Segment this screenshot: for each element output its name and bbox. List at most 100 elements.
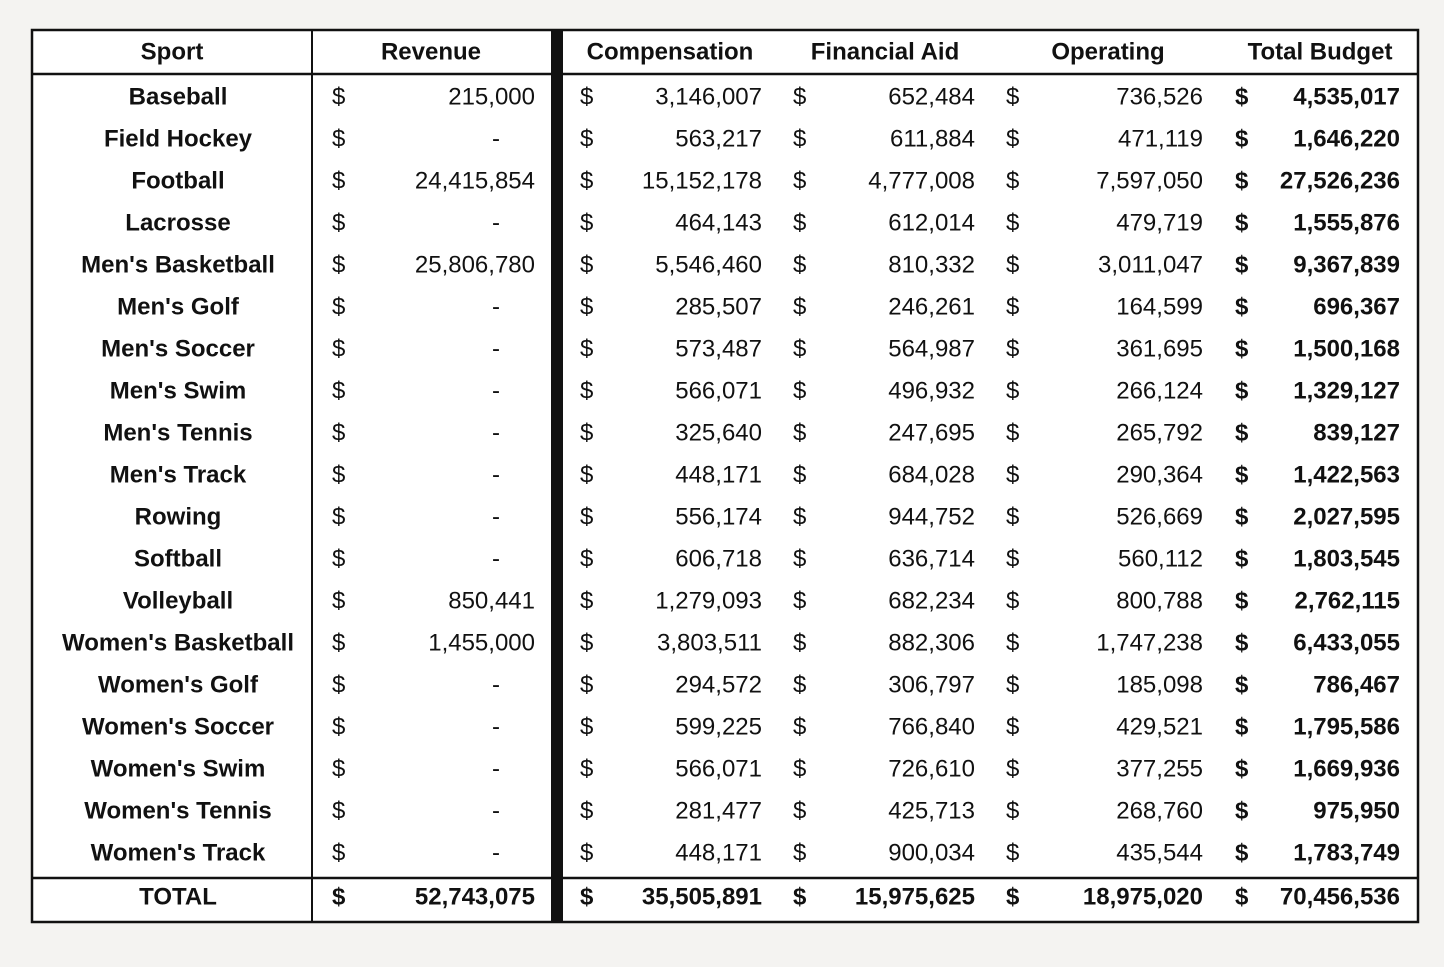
currency-sign: $ xyxy=(1006,797,1019,824)
currency-sign: $ xyxy=(1006,209,1019,236)
amount: 975,950 xyxy=(1313,797,1400,824)
sport-name: Men's Basketball xyxy=(81,251,275,278)
amount: 448,171 xyxy=(675,839,762,866)
amount: 294,572 xyxy=(675,671,762,698)
amount: - xyxy=(492,377,500,404)
amount: 15,152,178 xyxy=(642,167,762,194)
amount: 281,477 xyxy=(675,797,762,824)
currency-sign: $ xyxy=(580,587,593,614)
amount: 682,234 xyxy=(888,587,975,614)
currency-sign: $ xyxy=(1006,839,1019,866)
currency-sign: $ xyxy=(580,209,593,236)
amount: 1,783,749 xyxy=(1293,839,1400,866)
currency-sign: $ xyxy=(332,755,345,782)
amount: - xyxy=(492,839,500,866)
currency-sign: $ xyxy=(793,755,806,782)
sport-name: Rowing xyxy=(135,503,222,530)
amount: 566,071 xyxy=(675,755,762,782)
amount: 215,000 xyxy=(448,83,535,110)
currency-sign: $ xyxy=(580,797,593,824)
currency-sign: $ xyxy=(793,713,806,740)
currency-sign: $ xyxy=(332,883,346,910)
amount: 599,225 xyxy=(675,713,762,740)
currency-sign: $ xyxy=(1235,587,1249,614)
currency-sign: $ xyxy=(580,335,593,362)
amount: 684,028 xyxy=(888,461,975,488)
currency-sign: $ xyxy=(1006,377,1019,404)
amount: 611,884 xyxy=(890,125,975,152)
currency-sign: $ xyxy=(793,251,806,278)
amount: 435,544 xyxy=(1116,839,1203,866)
amount: 377,255 xyxy=(1116,755,1203,782)
currency-sign: $ xyxy=(332,209,345,236)
currency-sign: $ xyxy=(1235,125,1249,152)
amount: 636,714 xyxy=(888,545,975,572)
currency-sign: $ xyxy=(1235,461,1249,488)
amount: 560,112 xyxy=(1118,545,1203,572)
currency-sign: $ xyxy=(332,419,345,446)
amount: 4,777,008 xyxy=(868,167,975,194)
amount: 9,367,839 xyxy=(1293,251,1400,278)
currency-sign: $ xyxy=(332,167,345,194)
currency-sign: $ xyxy=(580,671,593,698)
currency-sign: $ xyxy=(793,587,806,614)
amount: 736,526 xyxy=(1116,83,1203,110)
currency-sign: $ xyxy=(1006,335,1019,362)
currency-sign: $ xyxy=(1006,755,1019,782)
amount: - xyxy=(492,671,500,698)
currency-sign: $ xyxy=(793,377,806,404)
currency-sign: $ xyxy=(793,883,807,910)
currency-sign: $ xyxy=(1006,587,1019,614)
amount: 27,526,236 xyxy=(1280,167,1400,194)
currency-sign: $ xyxy=(1006,419,1019,446)
amount: - xyxy=(492,713,500,740)
currency-sign: $ xyxy=(1235,839,1249,866)
amount: 1,803,545 xyxy=(1293,545,1400,572)
currency-sign: $ xyxy=(793,419,806,446)
sport-name: Men's Tennis xyxy=(103,419,252,446)
amount: 1,422,563 xyxy=(1293,461,1400,488)
currency-sign: $ xyxy=(1235,503,1249,530)
column-header: Sport xyxy=(141,38,204,65)
sport-name: Lacrosse xyxy=(125,209,230,236)
currency-sign: $ xyxy=(580,461,593,488)
currency-sign: $ xyxy=(580,125,593,152)
amount: 564,987 xyxy=(888,335,975,362)
amount: 266,124 xyxy=(1116,377,1203,404)
sport-name: Field Hockey xyxy=(104,125,253,152)
amount: 15,975,625 xyxy=(855,883,975,910)
amount: 839,127 xyxy=(1313,419,1400,446)
thick-divider xyxy=(551,30,563,922)
amount: 1,646,220 xyxy=(1293,125,1400,152)
amount: 2,027,595 xyxy=(1293,503,1400,530)
amount: 471,119 xyxy=(1118,125,1203,152)
currency-sign: $ xyxy=(793,209,806,236)
currency-sign: $ xyxy=(1006,125,1019,152)
currency-sign: $ xyxy=(580,251,593,278)
amount: 3,803,511 xyxy=(657,629,762,656)
currency-sign: $ xyxy=(1006,293,1019,320)
amount: 164,599 xyxy=(1116,293,1203,320)
amount: - xyxy=(492,209,500,236)
sport-name: Softball xyxy=(134,545,222,572)
amount: - xyxy=(492,125,500,152)
currency-sign: $ xyxy=(1006,167,1019,194)
currency-sign: $ xyxy=(580,293,593,320)
amount: 652,484 xyxy=(888,83,975,110)
currency-sign: $ xyxy=(332,377,345,404)
amount: 1,500,168 xyxy=(1293,335,1400,362)
currency-sign: $ xyxy=(793,461,806,488)
currency-sign: $ xyxy=(332,83,345,110)
sport-name: Women's Track xyxy=(91,839,266,866)
amount: 2,762,115 xyxy=(1295,587,1400,614)
column-header: Operating xyxy=(1051,38,1164,65)
currency-sign: $ xyxy=(793,503,806,530)
currency-sign: $ xyxy=(580,713,593,740)
amount: 429,521 xyxy=(1116,713,1203,740)
currency-sign: $ xyxy=(1235,755,1249,782)
amount: 1,747,238 xyxy=(1096,629,1203,656)
currency-sign: $ xyxy=(1235,167,1249,194)
currency-sign: $ xyxy=(1235,251,1249,278)
currency-sign: $ xyxy=(332,503,345,530)
